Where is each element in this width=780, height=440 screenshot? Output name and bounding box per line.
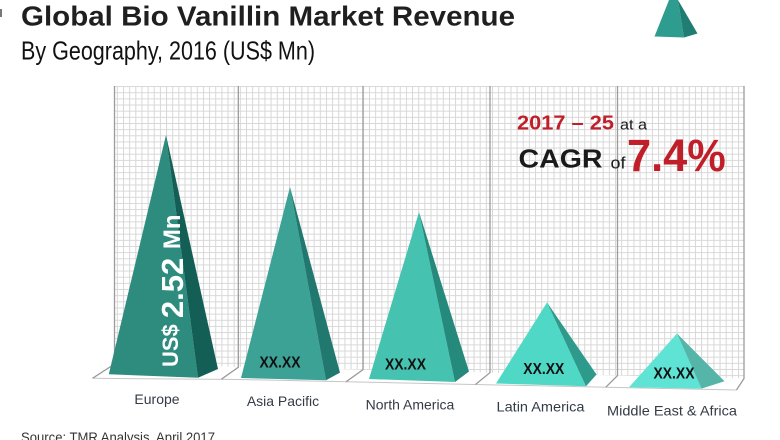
svg-text:CAGR: CAGR — [519, 144, 603, 174]
svg-text:XX.XX: XX.XX — [523, 361, 565, 378]
svg-text:Global Bio Vanillin Market Rev: Global Bio Vanillin Market Revenue — [21, 1, 515, 32]
svg-text:North America: North America — [366, 397, 455, 413]
svg-text:Asia Pacific: Asia Pacific — [247, 393, 319, 409]
svg-text:at a: at a — [620, 117, 648, 134]
svg-text:XX.XX: XX.XX — [654, 366, 696, 383]
svg-text:By Geography, 2016 (US$ Mn): By Geography, 2016 (US$ Mn) — [21, 36, 315, 66]
svg-text:Source: TMR Analysis, April 20: Source: TMR Analysis, April 2017 — [21, 429, 215, 440]
svg-text:US$ 2.52 Mn: US$ 2.52 Mn — [155, 214, 190, 367]
svg-text:XX.XX: XX.XX — [260, 355, 302, 372]
svg-text:Europe: Europe — [134, 391, 179, 407]
svg-text:of: of — [611, 153, 626, 172]
svg-text:2017 – 25: 2017 – 25 — [517, 112, 614, 135]
svg-text:7.4%: 7.4% — [627, 130, 726, 181]
svg-text:Middle East & Africa: Middle East & Africa — [607, 403, 737, 419]
svg-text:Latin America: Latin America — [497, 399, 585, 415]
svg-text:XX.XX: XX.XX — [385, 357, 427, 374]
